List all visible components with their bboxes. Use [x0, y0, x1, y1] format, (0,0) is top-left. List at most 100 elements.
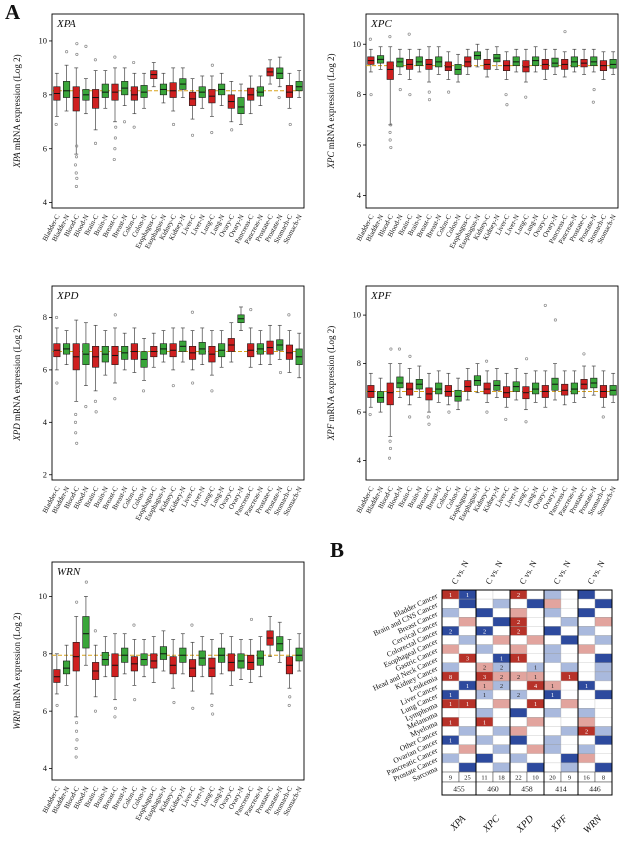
xpd-boxplot: 2468XPD mRNA expression (Log 2)Bladder-C…: [8, 276, 310, 544]
outlier-point: [75, 156, 77, 158]
box-Liver-C: [189, 79, 196, 137]
box-Ovary-N: [238, 639, 245, 679]
box-Breast-N: [435, 47, 442, 75]
outlier-point: [75, 721, 77, 723]
box-Liver-N: [199, 637, 206, 677]
box-Kidney-C: [484, 49, 491, 77]
heatmap-cell: [476, 736, 493, 745]
box-Colon-N: [141, 73, 148, 108]
heatmap-cell-empty: [544, 617, 561, 626]
heatmap-cell: [493, 727, 510, 736]
outlier-point: [250, 618, 252, 620]
outlier-point: [75, 185, 77, 187]
plot-title: XPC: [370, 18, 392, 30]
box-Liver-C: [503, 373, 510, 420]
outlier-point: [289, 696, 291, 698]
outlier-point: [76, 739, 78, 741]
box-Prostate-C: [581, 353, 588, 398]
heatmap-cell: [510, 645, 527, 654]
outlier-point: [399, 88, 401, 90]
outlier-point: [288, 704, 290, 706]
heatmap-cell: [510, 608, 527, 617]
box-Liver-N: [513, 368, 520, 400]
box-Pancreas-N: [571, 49, 578, 72]
heatmap-cell-empty: [510, 717, 527, 726]
outlier-point: [369, 413, 371, 415]
box-Brain-C: [406, 33, 413, 96]
xpc-boxplot: 46810XPC mRNA expression (Log 2)Bladder-…: [322, 4, 624, 272]
box-Stomach-C: [600, 52, 607, 80]
heatmap-cell: [527, 636, 544, 645]
heatmap-cell-value: 1: [585, 683, 588, 690]
y-tick-label: 4: [43, 763, 48, 773]
heatmap-cell-value: 1: [483, 683, 486, 690]
box-Ovary-C: [228, 323, 235, 362]
outlier-point: [408, 33, 410, 35]
box-Stomach-N: [296, 71, 303, 98]
box-Lung-C: [209, 64, 216, 134]
outlier-point: [211, 704, 213, 706]
y-tick-label: 10: [39, 36, 48, 46]
heatmap-cell-empty: [578, 617, 595, 626]
heatmap-cell-empty: [561, 736, 578, 745]
box-Colon-N: [455, 54, 462, 82]
heatmap-cell: [459, 763, 476, 772]
outlier-point: [74, 164, 76, 166]
heatmap-cell-empty: [476, 699, 493, 708]
heatmap-cell: [561, 763, 578, 772]
y-axis: 4 6 8 10: [353, 39, 367, 200]
box-Pancreas-N: [257, 76, 264, 106]
outlier-point: [114, 707, 116, 709]
outlier-point: [114, 398, 116, 400]
box-Blood-N: [83, 581, 90, 665]
box-Lung-C: [523, 49, 530, 98]
heatmap-cell-empty: [561, 717, 578, 726]
heatmap-cell-value: 1: [449, 701, 452, 708]
y-tick-label: 6: [43, 143, 47, 153]
heatmap-cell-empty: [442, 654, 459, 663]
heatmap-cell-empty: [561, 708, 578, 717]
heatmap-cell: [544, 654, 561, 663]
heatmap-cell-empty: [493, 608, 510, 617]
heatmap-cell: [476, 645, 493, 654]
heatmap-cell: [561, 636, 578, 645]
y-tick-label: 6: [357, 140, 361, 150]
heatmap-cell: [544, 736, 561, 745]
box-Blood-C: [387, 35, 394, 148]
outlier-point: [65, 51, 67, 53]
heatmap-cell-empty: [544, 754, 561, 763]
box-Lung-N: [218, 331, 225, 368]
heatmap-cell: [595, 636, 612, 645]
outlier-point: [191, 382, 193, 384]
heatmap-cell-empty: [595, 608, 612, 617]
wrn-boxplot: 46810WRN mRNA expression (Log 2)Bladder-…: [8, 552, 310, 844]
outlier-point: [486, 411, 488, 413]
heatmap-cell: [544, 590, 561, 599]
col-count-value: 22: [515, 774, 521, 781]
box-Ovary-N: [238, 307, 245, 331]
y-tick-label: 4: [43, 417, 48, 427]
box-Bladder-C: [368, 38, 375, 96]
heatmap-cell: [595, 690, 612, 699]
box-Colon-C: [131, 624, 138, 701]
heatmap-cell: [442, 663, 459, 672]
heatmap-cell: [493, 636, 510, 645]
heatmap-cell-empty: [595, 754, 612, 763]
box-Brain-C: [406, 355, 413, 418]
box-Esophagus-C: [465, 49, 472, 74]
heatmap-cell-empty: [578, 654, 595, 663]
heatmap-cell-empty: [459, 663, 476, 672]
box-Esophagus-C: [465, 368, 472, 400]
heatmap-cell-empty: [493, 645, 510, 654]
outlier-point: [525, 421, 527, 423]
plot-frame: [52, 562, 304, 780]
outlier-point: [75, 601, 77, 603]
heatmap-cell-empty: [459, 754, 476, 763]
heatmap-cell: [544, 745, 561, 754]
box-Lung-C: [209, 331, 216, 392]
heatmap-cell: [510, 754, 527, 763]
heatmap-cell-empty: [459, 626, 476, 635]
col-count-value: 10: [532, 774, 538, 781]
box-Bladder-C: [54, 316, 61, 384]
heatmap-cell-value: 2: [483, 665, 486, 672]
